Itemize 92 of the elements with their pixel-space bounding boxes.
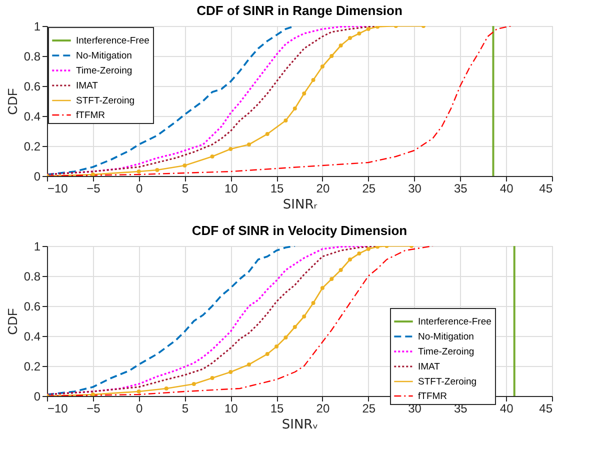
- legend-label: fTFMR: [418, 391, 448, 402]
- x-axis-title: SINRᵣ: [282, 198, 318, 212]
- point: [357, 252, 362, 256]
- legend-label: fTFMR: [76, 110, 106, 121]
- y-tick-label: 0.2: [24, 360, 41, 374]
- y-tick-label: 0: [34, 170, 41, 184]
- y-tick-label: 0.4: [24, 110, 41, 124]
- x-tick-label: 45: [539, 182, 553, 196]
- point: [376, 246, 380, 249]
- point: [348, 36, 352, 40]
- point: [164, 386, 168, 390]
- point: [357, 32, 362, 36]
- legend-label: No-Mitigation: [418, 332, 474, 342]
- point: [366, 247, 370, 251]
- y-tick-label: 0.6: [24, 300, 41, 314]
- x-tick-label: 35: [454, 182, 468, 196]
- point: [284, 118, 288, 122]
- point: [155, 168, 160, 172]
- point: [247, 362, 251, 366]
- x-axis-title: SINRᵥ: [282, 418, 318, 432]
- point: [265, 132, 270, 136]
- point: [311, 78, 316, 82]
- line-series: [47, 26, 512, 176]
- point: [320, 286, 324, 290]
- legend-label: Time-Zeroing: [76, 66, 132, 76]
- point: [274, 344, 279, 348]
- x-tick-label: 10: [224, 402, 238, 416]
- y-axis-title: CDF: [4, 88, 20, 115]
- x-tick-label: 40: [500, 182, 514, 196]
- x-tick-label: 40: [500, 402, 514, 416]
- x-tick-label: 5: [182, 182, 189, 196]
- x-tick-label: 45: [539, 402, 553, 416]
- y-tick-label: 0.2: [24, 140, 41, 154]
- point: [210, 376, 214, 380]
- x-tick-label: 20: [316, 402, 330, 416]
- point: [265, 352, 270, 356]
- x-tick-label: 0: [136, 182, 143, 196]
- point: [376, 26, 380, 29]
- point: [90, 172, 95, 176]
- point: [228, 147, 233, 151]
- point: [338, 268, 343, 272]
- x-tick-label: 10: [224, 182, 238, 196]
- legend-label: Time-Zeroing: [418, 346, 474, 358]
- point: [338, 44, 343, 48]
- legend-label: Interference-Free: [76, 36, 150, 46]
- x-tick-label: −10: [48, 182, 68, 196]
- y-tick-label: 1: [34, 240, 41, 254]
- point: [136, 170, 141, 174]
- point: [292, 106, 297, 110]
- legend-label: Interference-Free: [418, 316, 492, 328]
- y-tick-label: 0.8: [24, 50, 41, 64]
- x-tick-label: 25: [362, 182, 376, 196]
- legend-label: IMAT: [418, 362, 440, 372]
- point: [192, 382, 196, 386]
- x-tick-label: 5: [182, 402, 189, 416]
- x-tick-label: −5: [86, 182, 101, 196]
- x-tick-label: −5: [86, 402, 101, 416]
- x-tick-label: 30: [408, 182, 422, 196]
- point: [136, 390, 141, 394]
- y-tick-label: 0.6: [24, 80, 41, 94]
- x-tick-label: 0: [136, 402, 143, 416]
- x-tick-label: 20: [316, 182, 330, 196]
- y-tick-label: 0.4: [24, 330, 41, 344]
- legend-label: STFT-Zeroing: [418, 376, 477, 388]
- point: [330, 277, 334, 281]
- point: [90, 392, 95, 396]
- legend-label: IMAT: [76, 80, 98, 92]
- point: [302, 92, 306, 96]
- point: [182, 164, 187, 168]
- point: [292, 325, 297, 329]
- point: [366, 27, 370, 31]
- x-tick-label: 25: [362, 402, 376, 416]
- y-axis-title: CDF: [4, 308, 20, 335]
- x-tick-label: −10: [48, 402, 68, 416]
- y-tick-label: 1: [34, 20, 41, 34]
- point: [311, 301, 316, 305]
- y-tick-label: 0.8: [24, 270, 41, 284]
- point: [228, 370, 233, 374]
- legend-label: STFT-Zeroing: [76, 96, 135, 106]
- point: [210, 154, 214, 158]
- point: [247, 142, 251, 146]
- point: [284, 336, 288, 340]
- chart-title: CDF of SINR in Range Dimension: [196, 3, 402, 18]
- legend-label: No-Mitigation: [76, 50, 132, 62]
- point: [302, 314, 306, 318]
- point: [320, 64, 324, 68]
- x-tick-label: 15: [270, 402, 284, 416]
- y-tick-label: 0: [34, 390, 41, 404]
- chart-title: CDF of SINR in Velocity Dimension: [192, 223, 408, 238]
- x-tick-label: 15: [270, 182, 284, 196]
- point: [330, 54, 334, 58]
- point: [348, 258, 352, 262]
